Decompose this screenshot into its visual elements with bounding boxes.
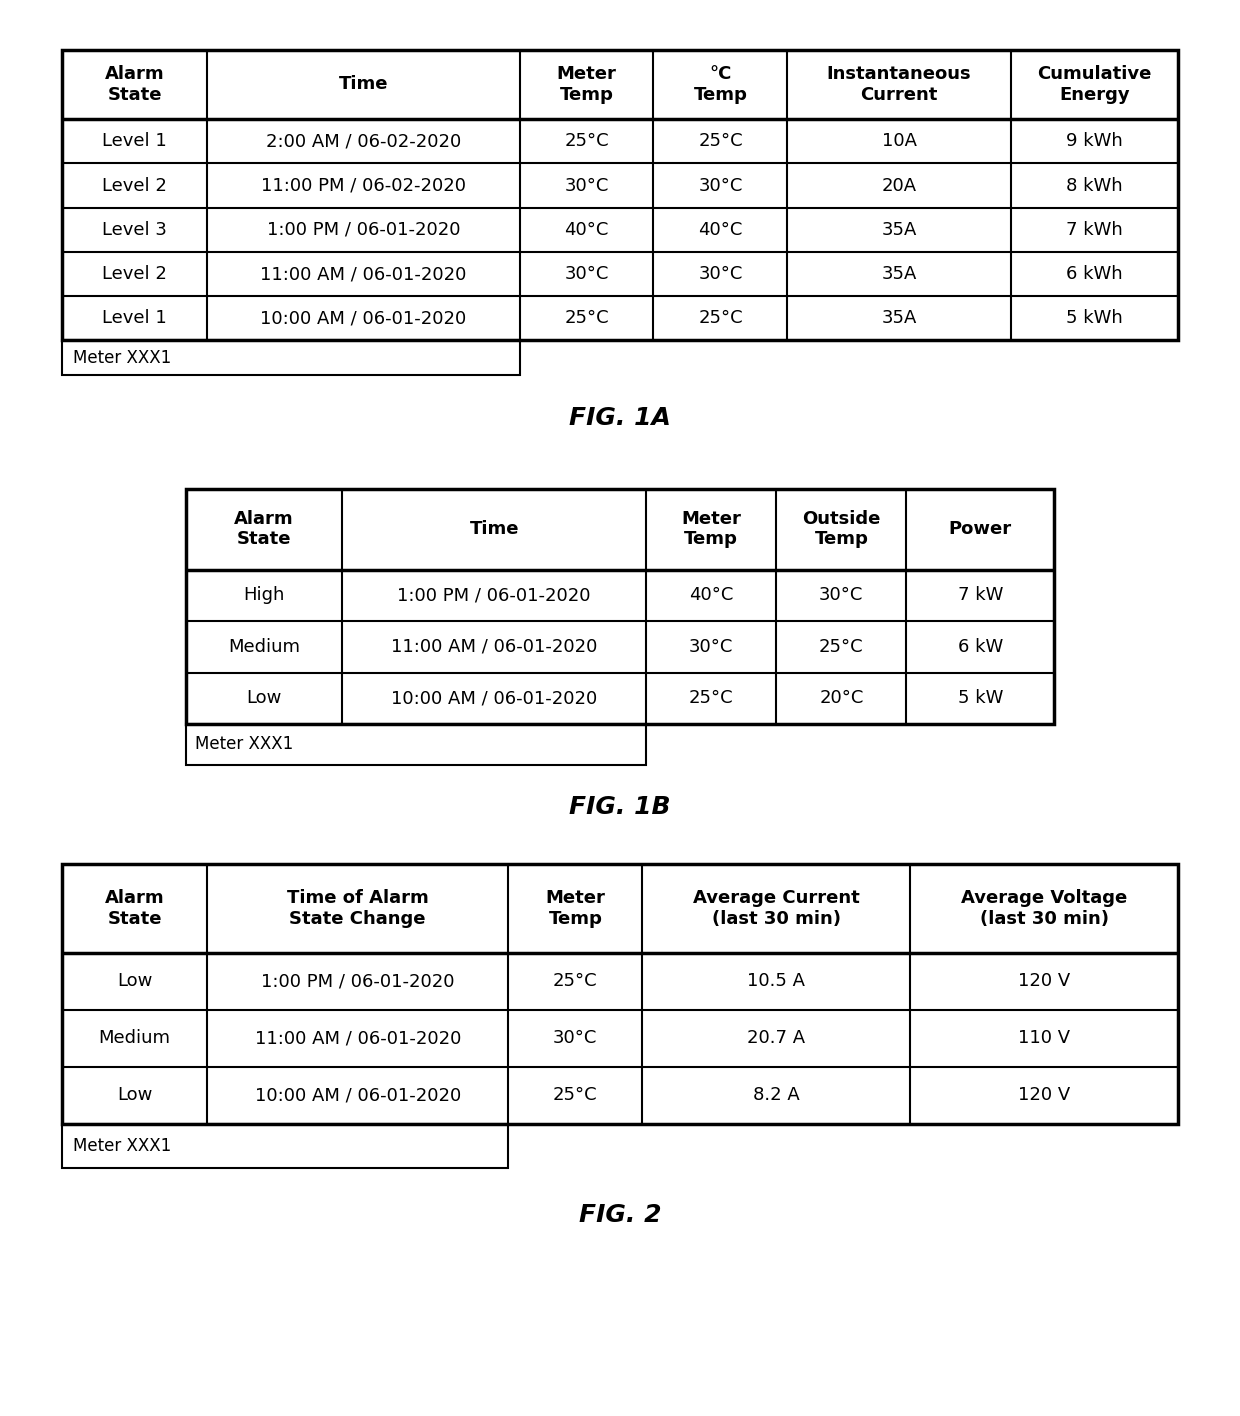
Text: 35A: 35A (882, 221, 916, 239)
Text: 40°C: 40°C (698, 221, 743, 239)
Text: 35A: 35A (882, 309, 916, 327)
Bar (186, 489, 1054, 724)
Bar (62, 340, 520, 375)
Text: 10:00 AM / 06-01-2020: 10:00 AM / 06-01-2020 (260, 309, 466, 327)
Text: 30°C: 30°C (553, 1029, 598, 1048)
Text: 20.7 A: 20.7 A (748, 1029, 805, 1048)
Text: 120 V: 120 V (1018, 1086, 1070, 1104)
Text: Time: Time (470, 520, 518, 538)
Text: 11:00 AM / 06-01-2020: 11:00 AM / 06-01-2020 (391, 637, 598, 656)
Text: Meter
Temp: Meter Temp (557, 65, 616, 103)
Text: 6 kW: 6 kW (957, 637, 1003, 656)
Text: Alarm
State: Alarm State (234, 510, 294, 548)
Bar (62, 864, 1178, 1123)
Text: °C
Temp: °C Temp (693, 65, 748, 103)
Text: Meter
Temp: Meter Temp (681, 510, 742, 548)
Text: 2:00 AM / 06-02-2020: 2:00 AM / 06-02-2020 (265, 132, 461, 150)
Text: 40°C: 40°C (689, 586, 733, 605)
Text: 120 V: 120 V (1018, 973, 1070, 990)
Text: Meter XXX1: Meter XXX1 (195, 735, 293, 753)
Text: 20°C: 20°C (820, 690, 863, 708)
Text: Low: Low (117, 973, 153, 990)
Text: 10:00 AM / 06-01-2020: 10:00 AM / 06-01-2020 (254, 1086, 461, 1104)
Text: Power: Power (949, 520, 1012, 538)
Text: Meter XXX1: Meter XXX1 (73, 1137, 171, 1155)
Text: 5 kW: 5 kW (957, 690, 1003, 708)
Text: Medium: Medium (228, 637, 300, 656)
Text: 35A: 35A (882, 265, 916, 283)
Text: 1:00 PM / 06-01-2020: 1:00 PM / 06-01-2020 (267, 221, 460, 239)
Text: 1:00 PM / 06-01-2020: 1:00 PM / 06-01-2020 (397, 586, 591, 605)
Text: Average Current
(last 30 min): Average Current (last 30 min) (693, 889, 859, 927)
Bar (62, 1123, 508, 1168)
Text: Level 1: Level 1 (102, 132, 167, 150)
Text: Outside
Temp: Outside Temp (802, 510, 880, 548)
Text: Level 1: Level 1 (102, 309, 167, 327)
Text: 5 kWh: 5 kWh (1066, 309, 1122, 327)
Text: 10.5 A: 10.5 A (748, 973, 805, 990)
Text: Time: Time (339, 75, 388, 93)
Text: Average Voltage
(last 30 min): Average Voltage (last 30 min) (961, 889, 1127, 927)
Text: 25°C: 25°C (564, 132, 609, 150)
Text: Level 2: Level 2 (102, 177, 167, 194)
Text: Alarm
State: Alarm State (104, 889, 165, 927)
Text: Meter
Temp: Meter Temp (546, 889, 605, 927)
Text: High: High (243, 586, 285, 605)
Text: Low: Low (117, 1086, 153, 1104)
Text: 25°C: 25°C (553, 973, 598, 990)
Text: 30°C: 30°C (689, 637, 733, 656)
Text: 8 kWh: 8 kWh (1066, 177, 1122, 194)
Text: 7 kWh: 7 kWh (1066, 221, 1122, 239)
Text: 25°C: 25°C (820, 637, 863, 656)
Text: Instantaneous
Current: Instantaneous Current (827, 65, 971, 103)
Text: 30°C: 30°C (820, 586, 863, 605)
Text: 20A: 20A (882, 177, 916, 194)
Text: 8.2 A: 8.2 A (753, 1086, 800, 1104)
Text: 30°C: 30°C (564, 265, 609, 283)
Text: 11:00 AM / 06-01-2020: 11:00 AM / 06-01-2020 (254, 1029, 461, 1048)
Text: 11:00 PM / 06-02-2020: 11:00 PM / 06-02-2020 (260, 177, 466, 194)
Text: 25°C: 25°C (564, 309, 609, 327)
Text: 25°C: 25°C (698, 309, 743, 327)
Text: Cumulative
Energy: Cumulative Energy (1037, 65, 1152, 103)
Text: 25°C: 25°C (698, 132, 743, 150)
Text: Level 3: Level 3 (102, 221, 167, 239)
Text: 7 kW: 7 kW (957, 586, 1003, 605)
Text: 11:00 AM / 06-01-2020: 11:00 AM / 06-01-2020 (260, 265, 466, 283)
Text: 10:00 AM / 06-01-2020: 10:00 AM / 06-01-2020 (391, 690, 598, 708)
Text: FIG. 2: FIG. 2 (579, 1204, 661, 1226)
Text: 30°C: 30°C (698, 265, 743, 283)
Text: 25°C: 25°C (689, 690, 733, 708)
Text: FIG. 1B: FIG. 1B (569, 796, 671, 818)
Bar (186, 724, 646, 765)
Text: Level 2: Level 2 (102, 265, 167, 283)
Text: 1:00 PM / 06-01-2020: 1:00 PM / 06-01-2020 (260, 973, 455, 990)
Text: Time of Alarm
State Change: Time of Alarm State Change (286, 889, 429, 927)
Text: Alarm
State: Alarm State (104, 65, 165, 103)
Text: 25°C: 25°C (553, 1086, 598, 1104)
Text: 30°C: 30°C (564, 177, 609, 194)
Text: 40°C: 40°C (564, 221, 609, 239)
Text: 110 V: 110 V (1018, 1029, 1070, 1048)
Text: 9 kWh: 9 kWh (1066, 132, 1122, 150)
Text: 30°C: 30°C (698, 177, 743, 194)
Text: FIG. 1A: FIG. 1A (569, 406, 671, 429)
Text: 6 kWh: 6 kWh (1066, 265, 1122, 283)
Text: Low: Low (247, 690, 281, 708)
Text: Medium: Medium (98, 1029, 171, 1048)
Bar (62, 50, 1178, 340)
Text: Meter XXX1: Meter XXX1 (73, 348, 171, 367)
Text: 10A: 10A (882, 132, 916, 150)
